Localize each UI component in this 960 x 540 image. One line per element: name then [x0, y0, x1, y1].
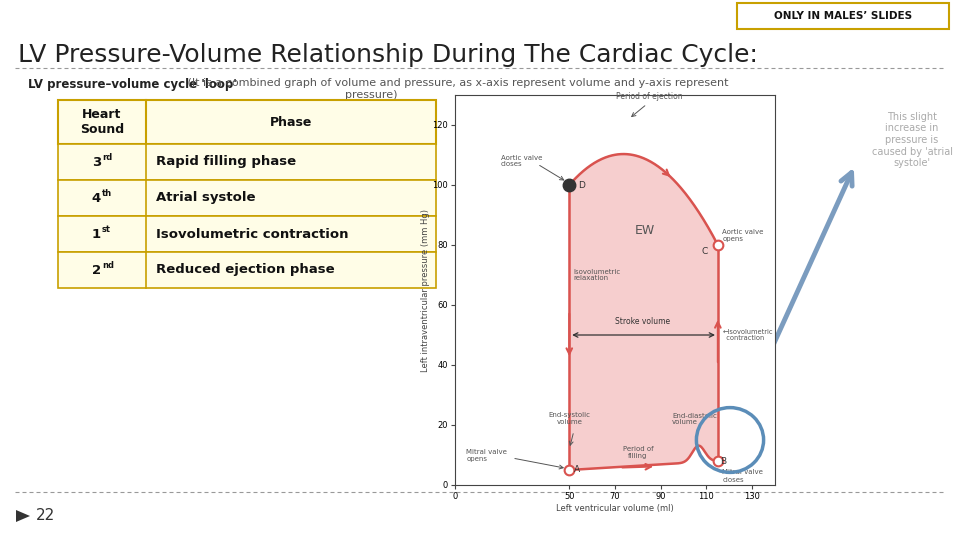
FancyBboxPatch shape [58, 180, 436, 216]
Text: Phase: Phase [270, 116, 312, 129]
FancyBboxPatch shape [58, 100, 436, 144]
Text: rd: rd [102, 152, 112, 161]
Polygon shape [16, 510, 30, 522]
FancyBboxPatch shape [58, 216, 436, 252]
Text: This slight
increase in
pressure is
caused by 'atrial
systole': This slight increase in pressure is caus… [872, 112, 952, 168]
Text: LV Pressure-Volume Relationship During The Cardiac Cycle:: LV Pressure-Volume Relationship During T… [18, 43, 757, 67]
Text: Heart
Sound: Heart Sound [80, 108, 124, 136]
Polygon shape [569, 154, 718, 470]
X-axis label: Left ventricular volume (ml): Left ventricular volume (ml) [556, 504, 674, 512]
Text: Isovolumetric contraction: Isovolumetric contraction [156, 227, 348, 240]
Text: Reduced ejection phase: Reduced ejection phase [156, 264, 335, 276]
Text: A: A [574, 465, 580, 475]
Text: st: st [102, 225, 111, 233]
FancyBboxPatch shape [737, 3, 949, 29]
Text: nd: nd [102, 260, 114, 269]
Text: 22: 22 [36, 509, 56, 523]
Text: Rapid filling phase: Rapid filling phase [156, 156, 296, 168]
FancyBboxPatch shape [58, 144, 436, 180]
Text: Atrial systole: Atrial systole [156, 192, 255, 205]
Text: Aortic valve
opens: Aortic valve opens [723, 230, 764, 242]
Text: B: B [720, 456, 727, 465]
Text: EW: EW [635, 224, 655, 237]
Text: ←Isovolumetric
  contraction: ←Isovolumetric contraction [723, 328, 773, 341]
Text: Period of
filling: Period of filling [622, 446, 653, 459]
Text: 1: 1 [92, 227, 101, 240]
Text: (It is a combined graph of volume and pressure, as x-axis represent volume and y: (It is a combined graph of volume and pr… [184, 78, 729, 99]
Text: 3: 3 [92, 156, 101, 168]
Text: Aortic valve
closes: Aortic valve closes [501, 154, 542, 167]
Text: Mitral valve
opens: Mitral valve opens [467, 449, 507, 462]
FancyBboxPatch shape [58, 252, 436, 288]
Text: LV pressure–volume cycle 'loop': LV pressure–volume cycle 'loop' [28, 78, 237, 91]
Text: 2: 2 [92, 264, 101, 276]
Text: Stroke volume: Stroke volume [614, 317, 670, 326]
Text: End-systolic
volume: End-systolic volume [548, 413, 590, 426]
Text: C: C [702, 246, 708, 255]
Y-axis label: Left intraventricular pressure (mm Hg): Left intraventricular pressure (mm Hg) [420, 208, 429, 372]
Text: ONLY IN MALES’ SLIDES: ONLY IN MALES’ SLIDES [774, 11, 912, 21]
Text: th: th [102, 188, 112, 198]
Text: Mitral valve
closes: Mitral valve closes [723, 469, 763, 483]
Text: Period of ejection: Period of ejection [616, 92, 683, 101]
Text: End-diastolic
volume: End-diastolic volume [672, 413, 717, 426]
Text: Isovolumetric
relaxation: Isovolumetric relaxation [574, 268, 621, 281]
Text: D: D [579, 180, 586, 190]
Text: 4: 4 [92, 192, 101, 205]
